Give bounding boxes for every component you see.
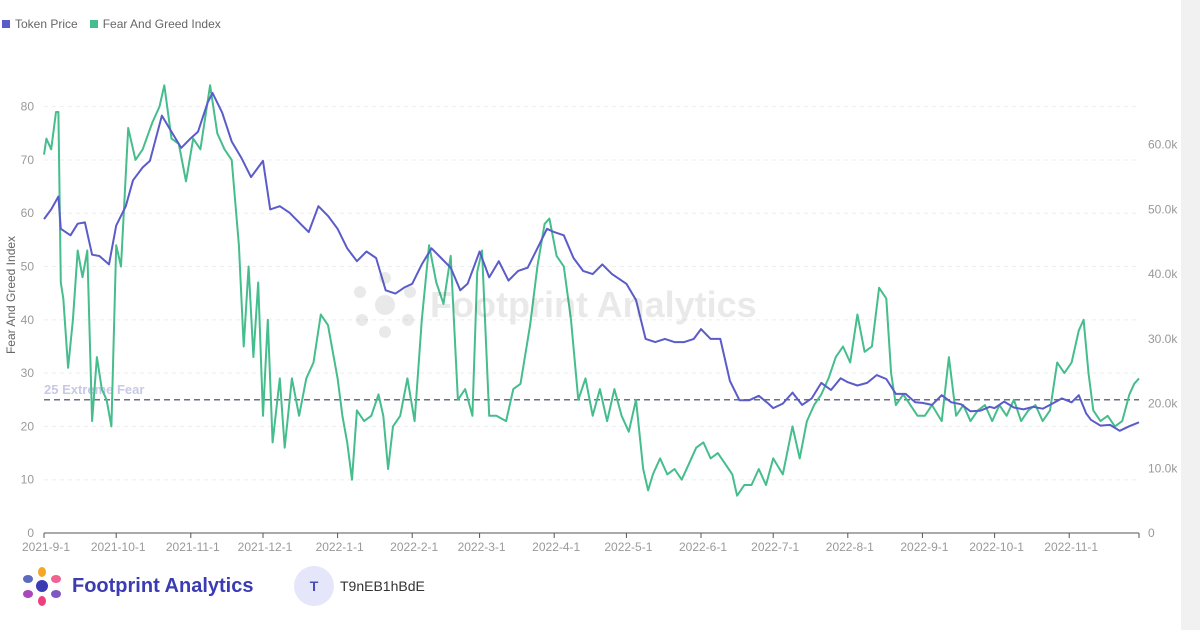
series-line-token-price bbox=[43, 91, 1140, 432]
legend-item-fear-and-greed[interactable]: Fear And Greed Index bbox=[89, 17, 221, 31]
chart-legend: Token Price Fear And Greed Index bbox=[2, 17, 221, 31]
x-tick-label: 2022-6-1 bbox=[679, 540, 727, 554]
legend-item-token-price[interactable]: Token Price bbox=[2, 17, 78, 31]
right-y-tick-label: 60.0k bbox=[1148, 138, 1178, 152]
footprint-logo-icon bbox=[23, 567, 61, 606]
left-y-tick-label: 60 bbox=[21, 206, 35, 220]
x-tick-label: 2022-10-1 bbox=[969, 540, 1024, 554]
x-tick-label: 2022-1-1 bbox=[316, 540, 364, 554]
scrollbar-track[interactable] bbox=[1181, 0, 1200, 630]
legend-swatch-token-price bbox=[2, 20, 10, 28]
x-tick-label: 2021-11-1 bbox=[166, 540, 220, 554]
right-y-tick-label: 0 bbox=[1148, 526, 1155, 540]
avatar[interactable]: T bbox=[294, 566, 334, 606]
x-tick-label: 2022-8-1 bbox=[826, 540, 874, 554]
x-tick-label: 2022-7-1 bbox=[751, 540, 799, 554]
right-y-tick-label: 40.0k bbox=[1148, 267, 1178, 281]
x-tick-label: 2021-9-1 bbox=[22, 540, 70, 554]
left-y-tick-label: 30 bbox=[21, 366, 35, 380]
legend-label-token-price: Token Price bbox=[15, 17, 78, 31]
footprint-logo: Footprint Analytics bbox=[20, 566, 253, 606]
right-y-tick-label: 30.0k bbox=[1148, 332, 1178, 346]
left-y-tick-label: 80 bbox=[21, 100, 35, 114]
legend-swatch-fear-and-greed bbox=[89, 20, 98, 28]
x-tick-label: 2022-2-1 bbox=[390, 540, 438, 554]
x-tick-label: 2022-4-1 bbox=[532, 540, 580, 554]
x-tick-label: 2022-3-1 bbox=[458, 540, 506, 554]
user-name[interactable]: T9nEB1hBdE bbox=[340, 578, 425, 594]
x-tick-label: 2022-9-1 bbox=[900, 540, 948, 554]
x-axis: 2021-9-1 2021-10-1 2021-11-1 2021-12-1 2022-… bbox=[22, 532, 1140, 554]
right-y-tick-label: 50.0k bbox=[1148, 202, 1178, 216]
right-y-tick-label: 20.0k bbox=[1148, 397, 1178, 411]
grid-lines bbox=[44, 106, 1139, 481]
left-y-tick-label: 40 bbox=[21, 313, 35, 327]
legend-label-fear-and-greed: Fear And Greed Index bbox=[102, 17, 221, 31]
reference-line-group: 25 Extreme Fear bbox=[44, 382, 1139, 401]
left-y-axis: 0 10 20 30 40 50 60 70 80 bbox=[21, 100, 35, 540]
right-y-tick-label: 10.0k bbox=[1148, 461, 1178, 475]
right-y-axis: 0 10.0k 20.0k 30.0k 40.0k 50.0k 60.0k bbox=[1148, 138, 1178, 540]
x-tick-label: 2022-11-1 bbox=[1044, 540, 1098, 554]
left-y-tick-label: 0 bbox=[27, 526, 34, 540]
left-y-tick-label: 50 bbox=[21, 260, 35, 274]
brand-name: Footprint Analytics bbox=[72, 574, 254, 597]
left-y-tick-label: 10 bbox=[21, 473, 35, 487]
left-y-axis-label: Fear And Greed Index bbox=[4, 236, 18, 354]
series-lines bbox=[43, 84, 1140, 497]
x-tick-label: 2021-10-1 bbox=[91, 540, 146, 554]
left-y-tick-label: 70 bbox=[21, 153, 35, 167]
series-line-fear-and-greed bbox=[43, 84, 1140, 497]
x-tick-label: 2021-12-1 bbox=[238, 540, 293, 554]
left-y-tick-label: 20 bbox=[21, 419, 35, 433]
x-tick-label: 2022-5-1 bbox=[604, 540, 652, 554]
